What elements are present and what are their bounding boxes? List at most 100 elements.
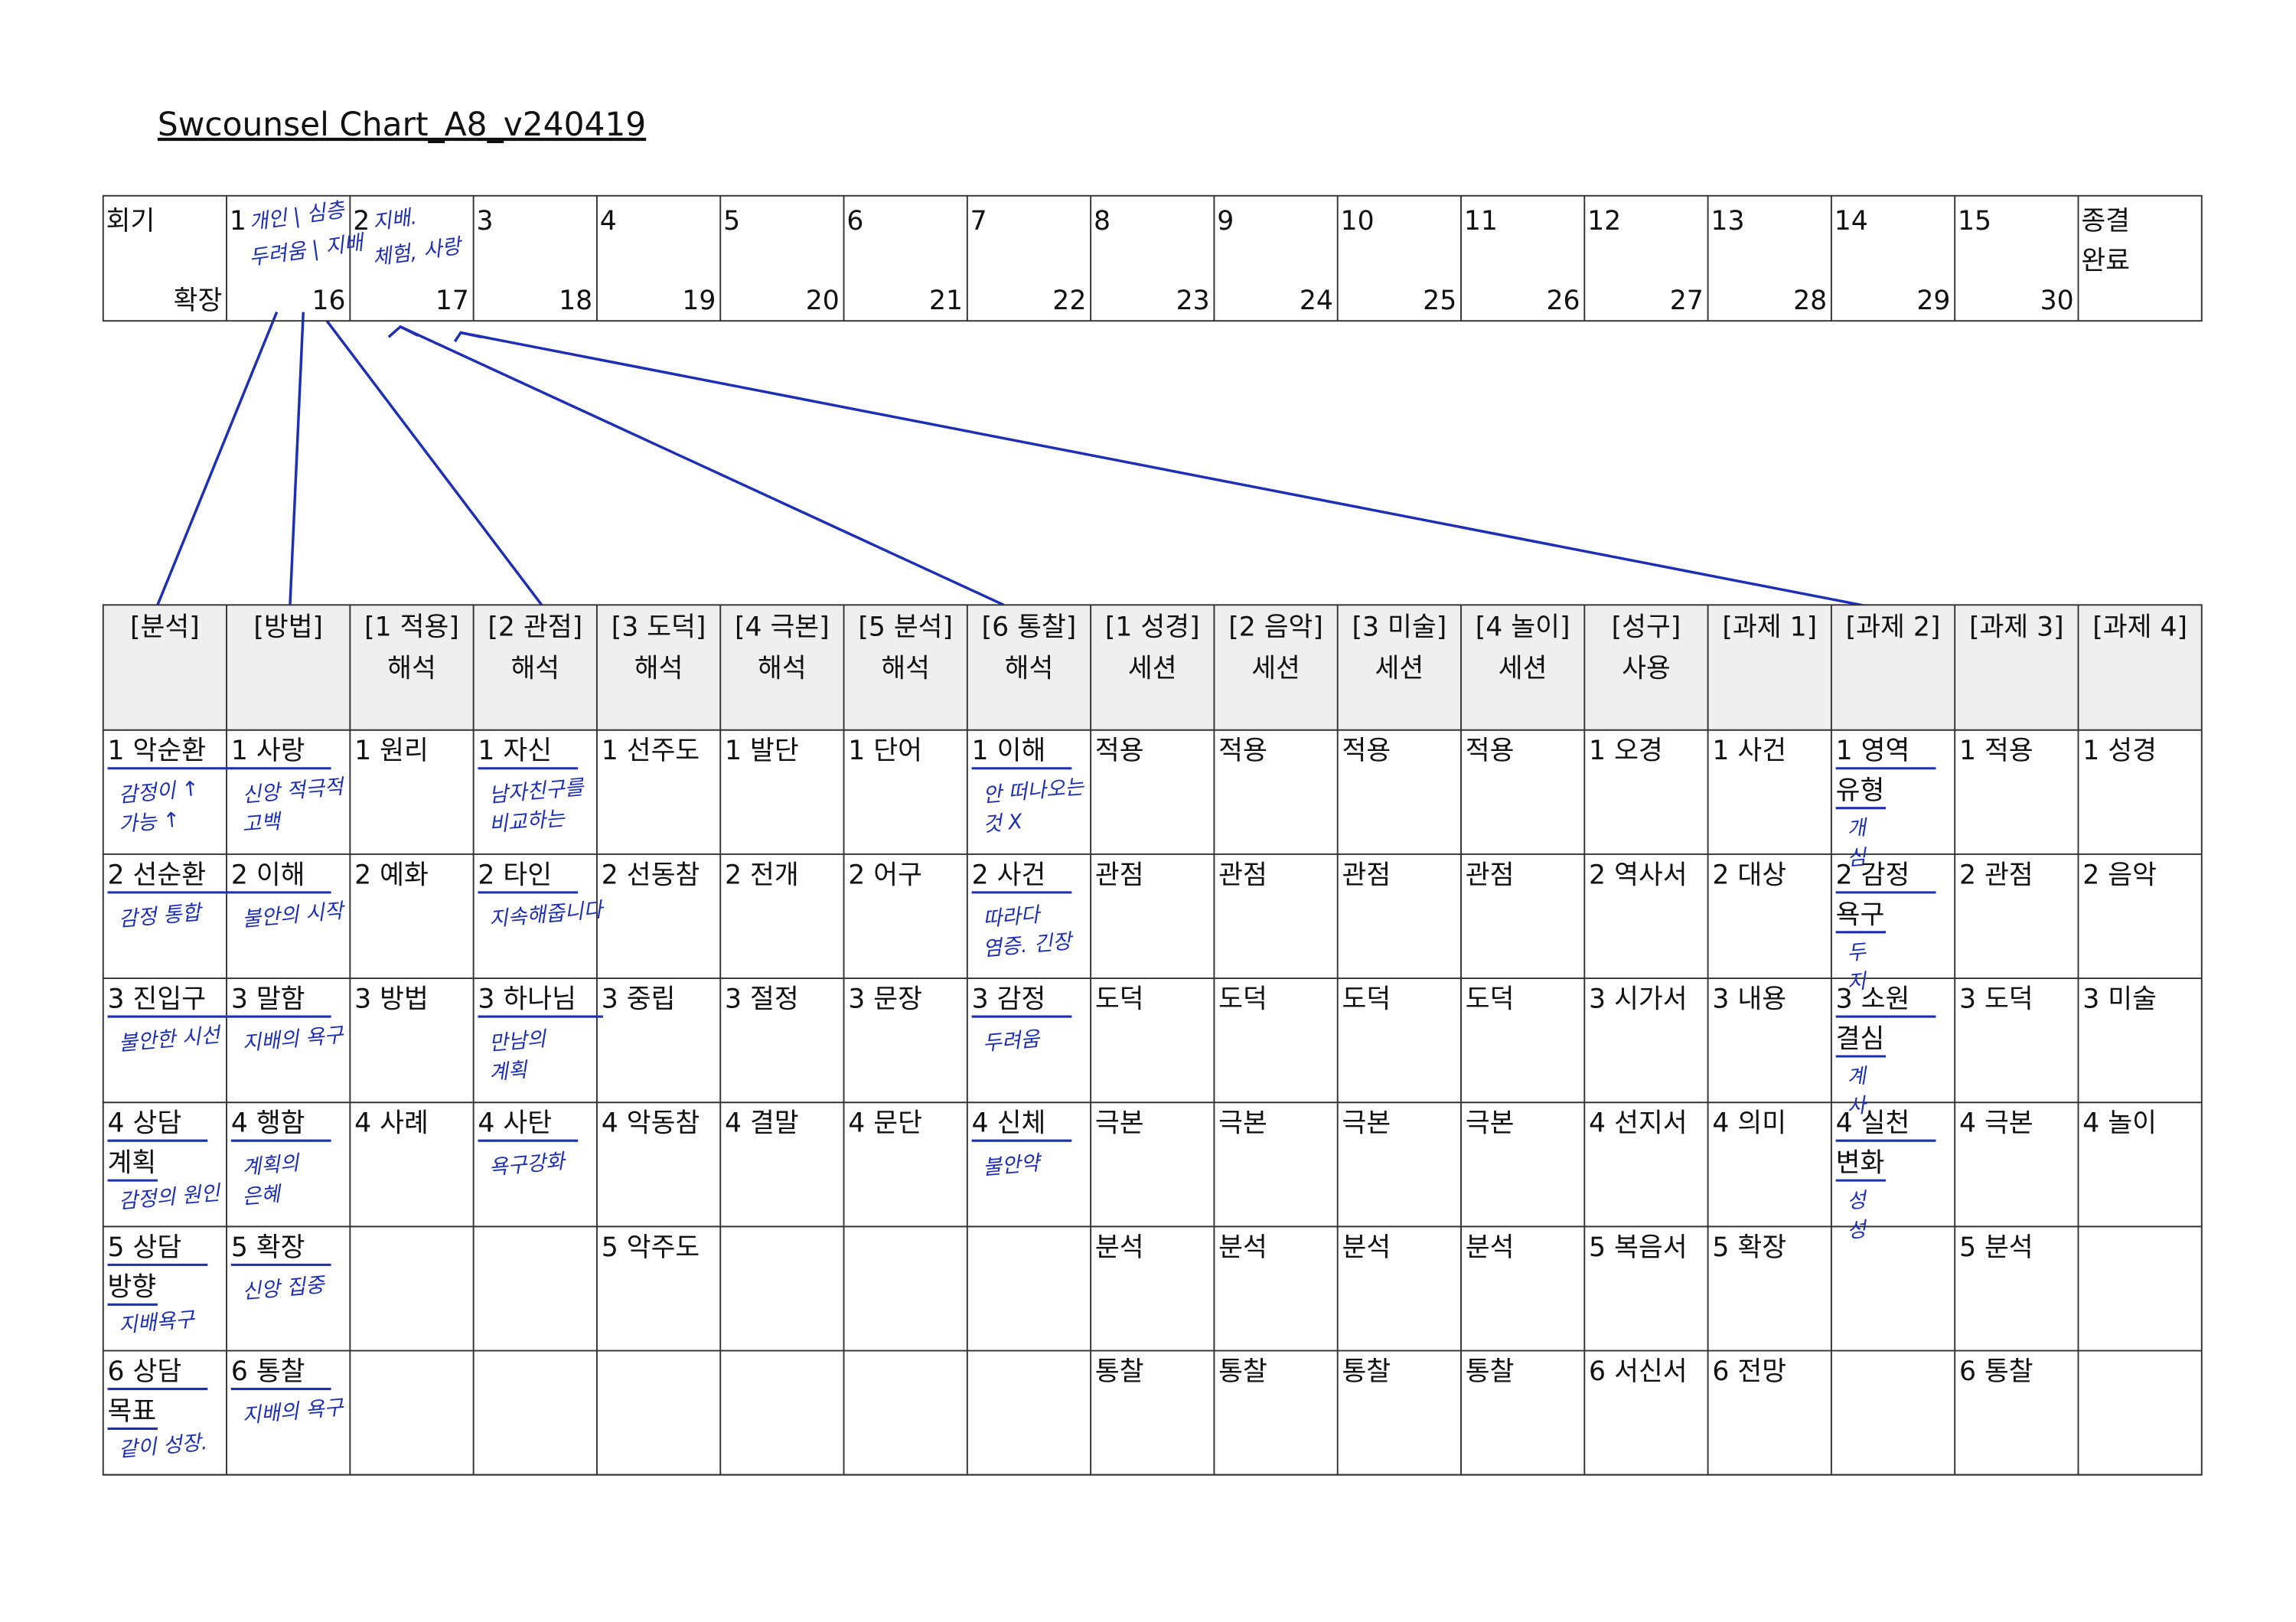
cell-text: 4 상담 (108, 1108, 182, 1139)
handwritten-note: 두려움 (982, 1027, 1042, 1056)
cell-text: 5 악주도 (602, 1232, 700, 1263)
column-header: [3 미술] (1352, 612, 1446, 643)
column-header: 세션 (1128, 654, 1177, 684)
handwritten-note: 만남의 (488, 1027, 549, 1056)
cell-text: 분석 (1218, 1232, 1267, 1263)
cell-text: 2 역사서 (1589, 860, 1688, 890)
cell-text: 관점 (1218, 860, 1267, 890)
session-number: 7 (970, 206, 987, 237)
cell-text: 2 선순환 (108, 860, 207, 890)
cell-text: 도덕 (1466, 984, 1515, 1015)
arrow-heads (387, 325, 482, 343)
cell-text: 극본 (1218, 1108, 1267, 1139)
cell-text: 3 소원 (1836, 984, 1910, 1015)
column-header: [1 적용] (364, 612, 459, 643)
column-header: [6 통찰] (982, 612, 1077, 643)
cell-text: 결심 (1836, 1023, 1885, 1054)
cell-text: 2 선동참 (602, 860, 700, 890)
cell-text: 4 행함 (231, 1108, 305, 1139)
column-header: 해석 (510, 654, 559, 684)
cell-text: 통찰 (1466, 1356, 1515, 1387)
cell-text: 목표 (108, 1396, 157, 1427)
cell-text: 4 신체 (972, 1108, 1046, 1139)
extension-number: 20 (806, 286, 840, 316)
handwritten-note: 계획의 (241, 1151, 302, 1180)
column-header: 해석 (758, 654, 807, 684)
column-header: 세션 (1375, 654, 1424, 684)
cell-text: 극본 (1342, 1108, 1391, 1139)
session-table (102, 194, 2203, 322)
column-header: [과제 2] (1846, 612, 1941, 643)
session-number: 1 (230, 206, 246, 237)
cell-text: 유형 (1836, 775, 1885, 806)
handwritten-note: 성 (1846, 1218, 1869, 1243)
cell-text: 4 결말 (725, 1108, 799, 1139)
session-number: 2 (353, 206, 370, 237)
handwritten-note: 지 (1846, 970, 1869, 995)
cell-text: 1 발단 (725, 736, 799, 766)
extension-number: 29 (1916, 286, 1950, 316)
column-header: [2 음악] (1228, 612, 1323, 643)
handwritten-note: 은혜 (241, 1182, 283, 1209)
cell-text: 3 절정 (725, 984, 799, 1015)
cell-text: 3 도덕 (1959, 984, 2033, 1015)
cell-text: 분석 (1095, 1232, 1144, 1263)
closing-label: 종결 (2081, 206, 2130, 237)
session-number: 5 (723, 206, 740, 237)
cell-text: 3 말함 (231, 984, 305, 1015)
cell-text: 3 내용 (1712, 984, 1786, 1015)
handwritten-note: 계획 (488, 1058, 530, 1085)
cell-text: 5 복음서 (1589, 1232, 1688, 1263)
cell-text: 1 이해 (972, 736, 1046, 766)
cell-text: 2 대상 (1712, 860, 1786, 890)
handwritten-note: 것 X (982, 810, 1024, 837)
session-number: 10 (1341, 206, 1375, 237)
handwritten-note: 가능 ↑ (118, 808, 181, 837)
cell-text: 1 성경 (2082, 736, 2157, 766)
cell-text: 1 자신 (478, 736, 552, 766)
cell-text: 분석 (1466, 1232, 1515, 1263)
column-header: [5 분석] (858, 612, 953, 643)
extension-number: 27 (1670, 286, 1704, 316)
column-header: 해석 (881, 654, 930, 684)
cell-text: 1 단어 (848, 736, 922, 766)
extension-number: 18 (559, 286, 592, 316)
cell-text: 2 전개 (725, 860, 799, 890)
cell-text: 2 어구 (848, 860, 922, 890)
cell-text: 5 확장 (231, 1232, 305, 1263)
cell-text: 6 통찰 (231, 1356, 305, 1387)
cell-text: 5 확장 (1712, 1232, 1786, 1263)
handwritten-note: 고백 (241, 810, 283, 837)
cell-text: 1 사건 (1712, 736, 1786, 766)
cell-text: 2 감정 (1836, 860, 1910, 890)
cell-text: 2 타인 (478, 860, 552, 890)
column-header: [3 도덕] (612, 612, 706, 643)
cell-text: 6 상담 (108, 1356, 182, 1387)
cell-text: 방향 (108, 1272, 157, 1303)
cell-text: 1 선주도 (602, 736, 700, 766)
cell-text: 4 사탄 (478, 1108, 552, 1139)
extension-number: 24 (1300, 286, 1333, 316)
cell-text: 3 중립 (602, 984, 676, 1015)
extension-number: 23 (1176, 286, 1210, 316)
cell-text: 4 선지서 (1589, 1108, 1688, 1139)
session-number: 8 (1094, 206, 1110, 237)
cell-text: 3 미술 (2082, 984, 2157, 1015)
column-header: 해석 (1005, 654, 1054, 684)
cell-text: 도덕 (1095, 984, 1144, 1015)
extension-number: 21 (929, 286, 963, 316)
cell-text: 4 사례 (354, 1108, 429, 1139)
session-number: 3 (476, 206, 493, 237)
cell-text: 적용 (1342, 736, 1391, 766)
extension-number: 25 (1423, 286, 1456, 316)
column-header: [4 놀이] (1476, 612, 1570, 643)
cell-text: 적용 (1095, 736, 1144, 766)
extension-number: 16 (312, 286, 346, 316)
cell-text: 분석 (1342, 1232, 1391, 1263)
cell-text: 관점 (1095, 860, 1144, 890)
column-header: [4 극본] (735, 612, 830, 643)
cell-text: 도덕 (1218, 984, 1267, 1015)
column-header: [분석] (130, 612, 200, 643)
cell-text: 2 음악 (2082, 860, 2157, 890)
handwritten-note: 따라다 (982, 902, 1043, 932)
